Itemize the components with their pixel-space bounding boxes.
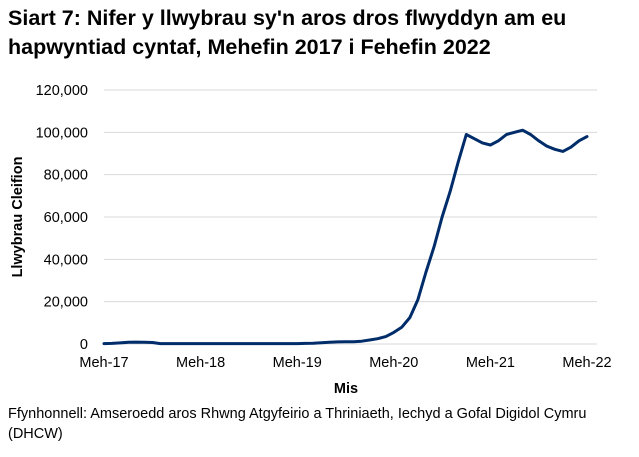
x-tick-label: Meh-22 — [562, 355, 611, 371]
y-axis-title: Llwybrau Cleifion — [10, 157, 26, 278]
y-tick-label: 80,000 — [44, 168, 88, 184]
y-tick-label: 0 — [80, 337, 88, 353]
data-series-line — [102, 128, 589, 346]
y-tick-label: 40,000 — [44, 252, 88, 268]
x-tick-label: Meh-17 — [79, 355, 128, 371]
x-tick-label: Meh-18 — [176, 355, 225, 371]
line-chart: 0 20,000 40,000 60,000 80,000 100,000 120,000 M… — [10, 83, 612, 397]
x-tick-label: Meh-21 — [466, 355, 515, 371]
x-tick-label: Meh-20 — [369, 355, 418, 371]
chart-title: Siart 7: Nifer y llwybrau sy'n aros dros… — [8, 6, 567, 59]
source-note: Ffynhonnell: Amseroedd aros Rhwng Atgyfe… — [8, 406, 587, 442]
x-tick-label: Meh-19 — [273, 355, 322, 371]
y-tick-label: 120,000 — [36, 83, 88, 99]
y-tick-label: 100,000 — [36, 125, 88, 141]
y-tick-label: 60,000 — [44, 210, 88, 226]
y-tick-label: 20,000 — [44, 295, 88, 311]
x-axis-title: Mis — [334, 381, 358, 397]
